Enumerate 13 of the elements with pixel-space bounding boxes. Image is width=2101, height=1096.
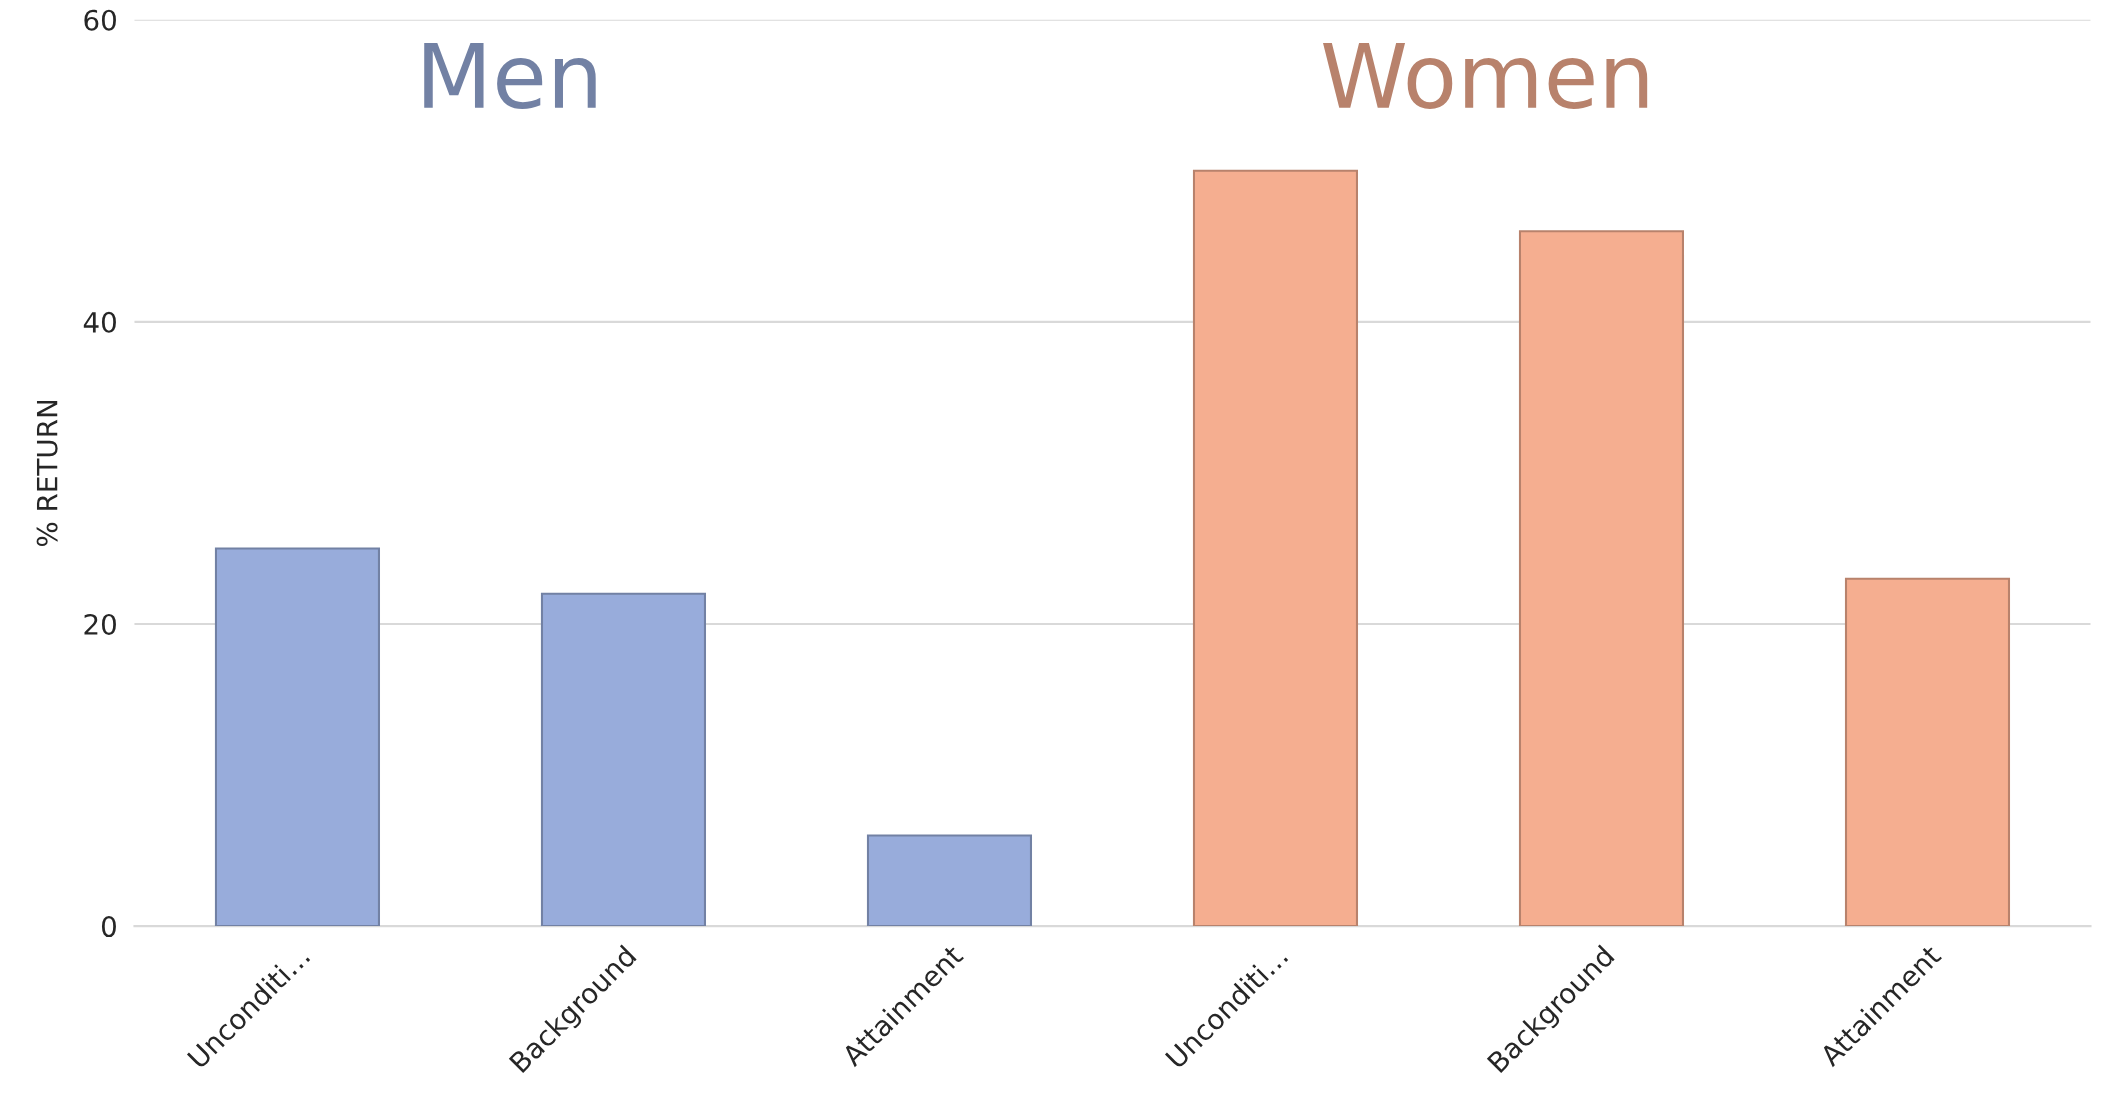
bar <box>1844 577 2011 927</box>
y-tick-label: 20 <box>84 613 116 635</box>
series-label: Women <box>1323 42 1648 109</box>
y-axis-title: % RETURN <box>36 400 58 547</box>
bar <box>1192 169 1359 927</box>
bar <box>540 592 707 927</box>
y-tick-label: 0 <box>101 916 116 938</box>
bar <box>1518 230 1685 927</box>
bar <box>214 547 381 927</box>
bar <box>866 834 1033 927</box>
y-tick-label: 60 <box>84 9 116 31</box>
text: Men <box>424 42 596 109</box>
y-tick-label: 40 <box>83 311 116 333</box>
